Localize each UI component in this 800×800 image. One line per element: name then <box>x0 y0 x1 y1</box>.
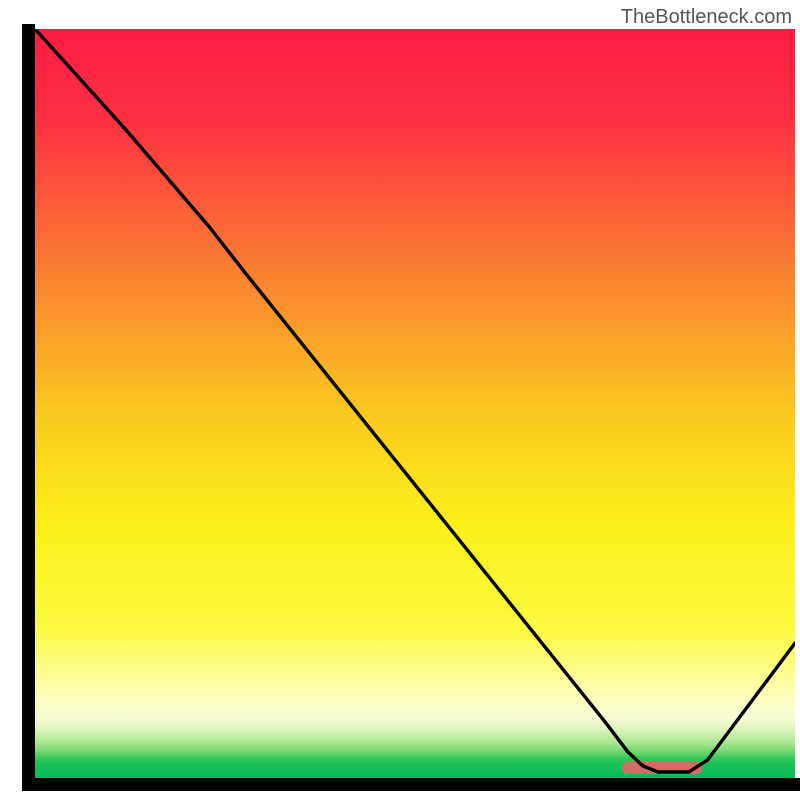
x-axis <box>22 778 800 791</box>
attribution-text: TheBottleneck.com <box>621 6 792 29</box>
bottleneck-chart: TheBottleneck.com <box>0 0 800 800</box>
plot-area <box>35 29 795 778</box>
y-axis <box>22 24 35 791</box>
bottleneck-curve <box>35 29 795 778</box>
